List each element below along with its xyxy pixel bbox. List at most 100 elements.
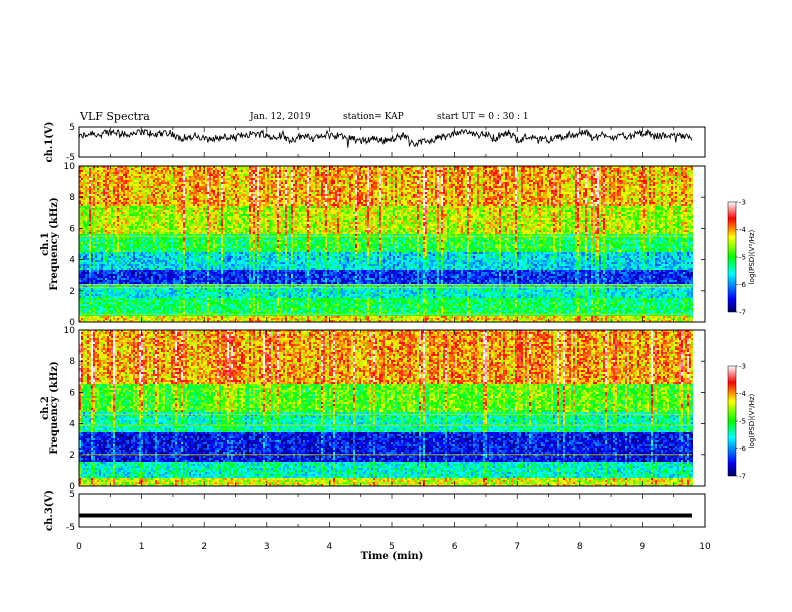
spectrogram-cell (95, 200, 97, 202)
spectrogram-cell (99, 170, 101, 172)
spectrogram-cell (89, 292, 91, 294)
spectrogram-cell (101, 176, 103, 178)
spectrogram-cell (81, 318, 83, 320)
spectrogram-cell (89, 302, 91, 304)
spectrogram-cell (103, 278, 105, 280)
spectrogram-cell (103, 170, 105, 172)
spectrogram-cell (87, 282, 89, 284)
spectrogram-cell (99, 248, 101, 250)
spectrogram-cell (95, 188, 97, 190)
spectrogram-cell (101, 264, 103, 266)
spectrogram-cell (103, 282, 105, 284)
spectrogram-cell (91, 196, 93, 198)
spectrogram-cell (97, 178, 99, 180)
spectrogram-cell (103, 220, 105, 222)
spectrogram-cell (87, 240, 89, 242)
spectrogram-cell (93, 222, 95, 224)
spectrogram-cell (95, 318, 97, 320)
spectrogram-cell (89, 214, 91, 216)
spectrogram-cell (103, 234, 105, 236)
spectrogram-cell (97, 266, 99, 268)
spectrogram-cell (81, 254, 83, 256)
spectrogram-cell (103, 270, 105, 272)
vlf-figure: 5-5ch.1(V)0246810ch.1Frequency (kHz)0246… (0, 0, 792, 612)
spectrogram-cell (89, 222, 91, 224)
spectrogram-cell (81, 172, 83, 174)
spectrogram-cell (85, 176, 87, 178)
spectrogram-cell (103, 232, 105, 234)
spectrogram-cell (103, 290, 105, 292)
spectrogram-cell (101, 268, 103, 270)
spectrogram-cell (87, 316, 89, 318)
spectrogram-cell (95, 256, 97, 258)
spectrogram-cell (95, 228, 97, 230)
spectrogram-cell (91, 194, 93, 196)
spectrogram-cell (103, 246, 105, 248)
spectrogram-cell (103, 308, 105, 310)
spectrogram-cell (89, 186, 91, 188)
spectrogram-cell (89, 240, 91, 242)
spectrogram-cell (93, 232, 95, 234)
spectrogram-cell (87, 274, 89, 276)
spectrogram-cell (93, 290, 95, 292)
spectrogram-cell (103, 242, 105, 244)
spectrogram-cell (95, 230, 97, 232)
spectrogram-cell (97, 304, 99, 306)
spectrogram-cell (89, 248, 91, 250)
spectrogram-cell (99, 300, 101, 302)
spectrogram-cell (101, 262, 103, 264)
spectrogram-cell (103, 288, 105, 290)
spectrogram-cell (91, 298, 93, 300)
spectrogram-cell (81, 282, 83, 284)
spectrogram-cell (97, 238, 99, 240)
spectrogram-cell (91, 202, 93, 204)
spectrogram-cell (97, 218, 99, 220)
spectrogram-cell (91, 234, 93, 236)
spectrogram-cell (103, 280, 105, 282)
spectrogram-cell (83, 266, 85, 268)
spectrogram-cell (83, 220, 85, 222)
spectrogram-cell (87, 308, 89, 310)
spectrogram-cell (97, 288, 99, 290)
spectrogram-cell (99, 204, 101, 206)
spectrogram-cell (89, 224, 91, 226)
spectrogram-cell (83, 202, 85, 204)
spectrogram-cell (103, 264, 105, 266)
spectrogram-cell (85, 234, 87, 236)
spectrogram-cell (97, 316, 99, 318)
spectrogram-cell (87, 182, 89, 184)
spectrogram-cell (83, 226, 85, 228)
spectrogram-cell (85, 182, 87, 184)
spectrogram-cell (93, 238, 95, 240)
spectrogram-cell (89, 262, 91, 264)
spectrogram-cell (91, 244, 93, 246)
spectrogram-cell (91, 254, 93, 256)
spectrogram-cell (103, 226, 105, 228)
spectrogram-cell (87, 318, 89, 320)
spectrogram-cell (99, 256, 101, 258)
spectrogram-cell (95, 208, 97, 210)
spectrogram-cell (91, 178, 93, 180)
spectrogram-cell (87, 196, 89, 198)
spectrogram-cell (83, 206, 85, 208)
spectrogram-cell (101, 246, 103, 248)
spectrogram-cell (101, 310, 103, 312)
spectrogram-cell (95, 250, 97, 252)
spectrogram-cell (85, 298, 87, 300)
spectrogram-cell (87, 210, 89, 212)
spectrogram-cell (85, 308, 87, 310)
spectrogram-cell (97, 212, 99, 214)
spectrogram-cell (99, 220, 101, 222)
spectrogram-cell (95, 192, 97, 194)
spectrogram-cell (81, 302, 83, 304)
spectrogram-cell (89, 304, 91, 306)
spectrogram-cell (95, 282, 97, 284)
spectrogram-cell (99, 260, 101, 262)
spectrogram-cell (83, 274, 85, 276)
spectrogram-cell (101, 240, 103, 242)
spectrogram-cell (89, 170, 91, 172)
spectrogram-cell (101, 182, 103, 184)
spectrogram-cell (89, 306, 91, 308)
spectrogram-cell (85, 224, 87, 226)
spectrogram-cell (81, 256, 83, 258)
